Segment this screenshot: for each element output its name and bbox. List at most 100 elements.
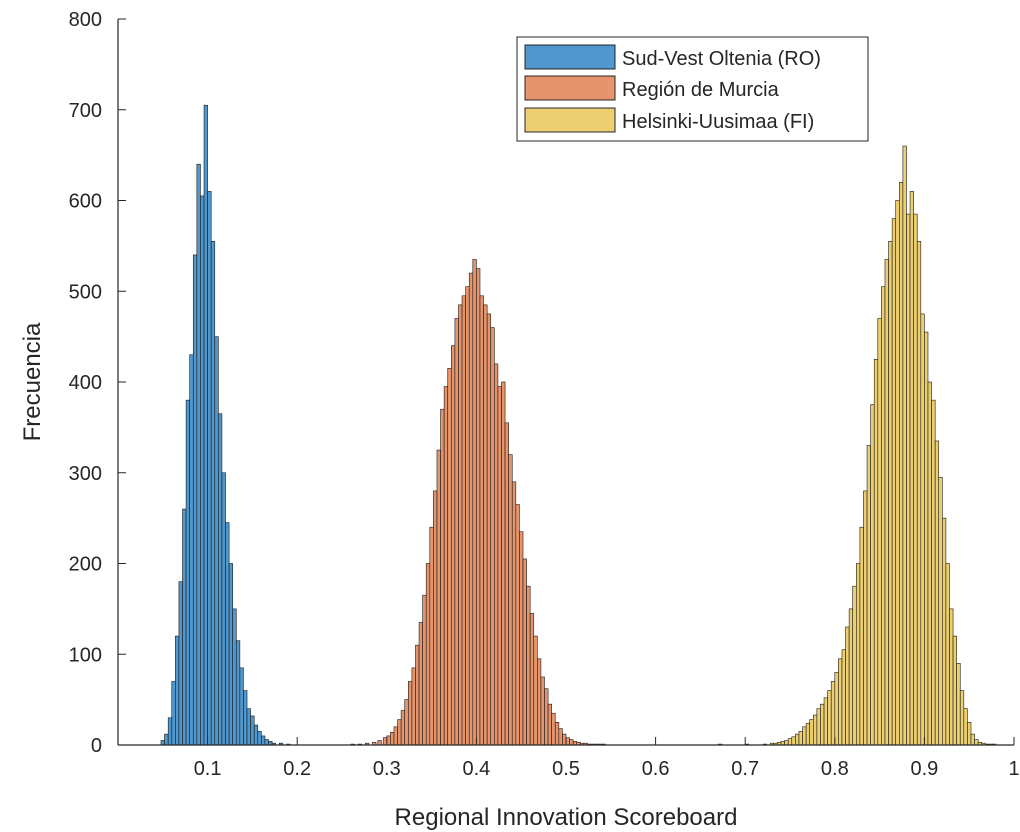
histogram-bar: [544, 688, 549, 746]
x-tick-label: 0.5: [552, 758, 580, 780]
histogram-bar: [515, 504, 520, 746]
x-tick-label: 0.7: [731, 758, 759, 780]
histogram-bar: [934, 440, 940, 746]
histogram-bar: [949, 608, 954, 746]
x-tick-label: 0.1: [194, 758, 222, 780]
x-tick-label: 1: [1008, 758, 1019, 780]
y-tick-label: 300: [69, 463, 102, 485]
histogram-bar: [178, 581, 183, 746]
histogram-bar: [787, 738, 793, 746]
histogram-bar: [852, 585, 857, 746]
histogram-bar: [805, 722, 811, 746]
legend-label-sud-vest: Sud-Vest Oltenia (RO): [622, 48, 821, 70]
histogram-bar: [483, 304, 488, 746]
histogram-bar: [415, 644, 420, 746]
histogram-bar: [533, 635, 538, 746]
histogram-bar: [243, 690, 248, 746]
histogram-bar: [838, 658, 843, 746]
legend-swatch-sud-vest: [524, 44, 616, 70]
legend-label-murcia: Región de Murcia: [622, 79, 780, 101]
legend-swatch-helsinki: [524, 107, 616, 133]
y-tick-label: 800: [69, 9, 102, 31]
histogram-bar: [486, 313, 492, 746]
histogram-bar: [164, 733, 169, 746]
histogram-bar: [920, 313, 925, 746]
histogram-bar: [877, 318, 882, 746]
histogram-bar: [203, 104, 208, 746]
histogram-bar: [945, 563, 950, 746]
histogram-bar: [899, 182, 904, 746]
histogram-bar: [547, 703, 552, 746]
histogram-bar: [931, 399, 936, 746]
histogram-bar: [873, 359, 879, 746]
histogram-bar: [214, 336, 219, 746]
histogram-bar: [167, 717, 173, 746]
histogram-bar: [182, 508, 187, 746]
histogram-bar: [802, 726, 807, 746]
legend-label-helsinki: Helsinki-Uusimaa (FI): [622, 111, 814, 133]
histogram-bar: [558, 728, 563, 746]
x-tick-label: 0.9: [910, 758, 938, 780]
histogram-bar: [845, 626, 850, 746]
histogram-bar: [501, 381, 506, 746]
histogram-bar: [160, 740, 165, 746]
histogram-bar: [422, 594, 427, 746]
histogram-bar: [834, 672, 839, 746]
histogram-bar: [956, 663, 961, 746]
histogram-bar: [250, 715, 255, 746]
histogram-bar: [418, 622, 423, 746]
histogram-bar: [404, 699, 409, 746]
histogram-bar: [221, 472, 226, 746]
y-axis-label: Frecuencia: [19, 322, 46, 441]
histogram-bar: [490, 327, 495, 746]
histogram-bar: [225, 522, 230, 746]
histogram-bar: [377, 740, 382, 746]
histogram-bar: [468, 272, 474, 746]
histogram-bar: [522, 558, 527, 746]
histogram-bar: [863, 490, 868, 746]
histogram-bar: [827, 690, 832, 746]
histogram-bar: [235, 640, 241, 746]
histogram-bar: [924, 331, 929, 746]
histogram-bar: [540, 676, 545, 746]
histogram-bar: [232, 608, 237, 746]
histogram-bar: [407, 681, 413, 746]
histogram-bar: [798, 731, 803, 746]
x-axis-label: Regional Innovation Scoreboard: [395, 804, 738, 831]
y-tick-label: 600: [69, 191, 102, 213]
histogram-bar: [175, 635, 180, 746]
histogram-bar: [881, 286, 886, 746]
histogram-bar: [458, 304, 463, 746]
histogram-bar: [390, 731, 395, 746]
y-tick-label: 100: [69, 644, 102, 666]
histogram-bar: [411, 667, 416, 746]
histogram-bar: [476, 268, 481, 746]
histogram-bar: [447, 368, 452, 746]
histogram-bar: [508, 454, 513, 746]
histogram-bar: [382, 737, 388, 746]
histogram-bar: [938, 476, 943, 746]
histogram-bar: [465, 286, 470, 746]
histogram-bar: [185, 399, 190, 746]
histogram-bar: [494, 363, 499, 746]
histogram-bar: [791, 736, 796, 746]
histogram-bar: [400, 710, 406, 746]
x-tick-label: 0.6: [642, 758, 670, 780]
histogram-bar: [440, 408, 445, 746]
legend: Sud-Vest Oltenia (RO) Región de Murcia H…: [516, 36, 869, 142]
histogram-bar: [451, 345, 456, 746]
histogram-bar: [461, 295, 466, 746]
histogram-bar: [784, 740, 789, 746]
histogram-bar: [906, 213, 911, 746]
histogram-bar: [196, 163, 201, 746]
histogram-bar: [425, 563, 431, 746]
histogram-bar: [497, 386, 502, 746]
x-tick-label: 0.3: [373, 758, 401, 780]
histogram-bar: [820, 703, 825, 746]
histogram-bar: [551, 712, 556, 746]
histogram-bar: [895, 200, 900, 746]
histogram-bar: [963, 708, 968, 746]
histogram-bar: [397, 719, 402, 746]
histogram-bar: [257, 731, 262, 746]
